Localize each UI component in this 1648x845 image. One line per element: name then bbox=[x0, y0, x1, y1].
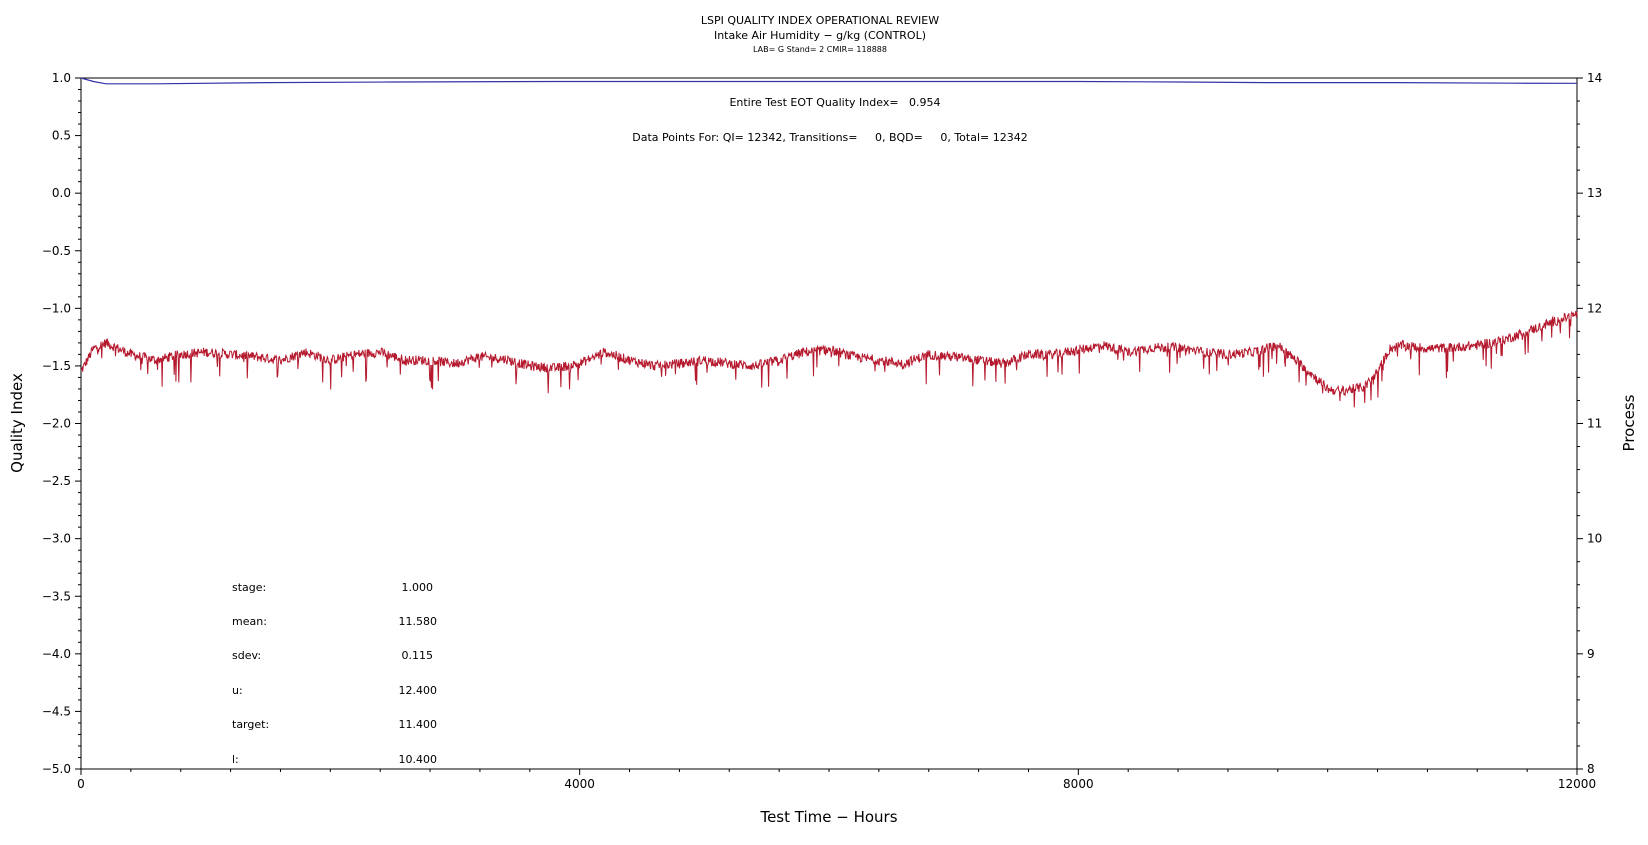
annotation-data-points: Data Points For: QI= 12342, Transitions=… bbox=[632, 131, 1027, 144]
stat-value-stage: 1.000 bbox=[402, 581, 434, 594]
y-left-tick-label: −3.5 bbox=[42, 589, 71, 603]
y-right-tick-label: 14 bbox=[1587, 71, 1602, 85]
stat-value-mean: 11.580 bbox=[399, 615, 438, 628]
series-quality-index-line bbox=[80, 77, 1578, 85]
y-left-tick-label: −1.0 bbox=[42, 301, 71, 315]
stat-label-sdev: sdev: bbox=[232, 649, 261, 662]
series-process-line bbox=[80, 310, 1578, 408]
stat-label-u: u: bbox=[232, 684, 243, 697]
y-left-tick-label: −1.5 bbox=[42, 359, 71, 373]
y-left-tick-label: 1.0 bbox=[52, 71, 71, 85]
stat-value-sdev: 0.115 bbox=[402, 649, 434, 662]
y-left-tick-label: 0.5 bbox=[52, 129, 71, 143]
annotation-quality-index: Entire Test EOT Quality Index= 0.954 bbox=[729, 96, 940, 109]
y-left-tick-label: −3.0 bbox=[42, 532, 71, 546]
y-left-tick-label: −2.5 bbox=[42, 474, 71, 488]
stat-label-l: l: bbox=[232, 753, 239, 766]
chart-subtitle: Intake Air Humidity − g/kg (CONTROL) bbox=[714, 29, 926, 42]
stats-panel: stage: 1.000 mean: 11.580 sdev: 0.115 u:… bbox=[232, 581, 437, 766]
series-group bbox=[80, 77, 1578, 408]
y-left-tick-label: −5.0 bbox=[42, 762, 71, 776]
stat-label-target: target: bbox=[232, 718, 269, 731]
chart-subtitle-lab: LAB= G Stand= 2 CMIR= 118888 bbox=[753, 45, 887, 54]
y-right-tick-label: 9 bbox=[1587, 647, 1595, 661]
x-tick-label: 0 bbox=[77, 777, 85, 791]
y-axis-left-ticks: 1.0 0.5 0.0 −0.5 −1.0 −1.5 −2.0 −2.5 −3.0 −3.5 −4.… bbox=[42, 71, 81, 776]
stat-value-u: 12.400 bbox=[399, 684, 438, 697]
x-axis-label: Test Time − Hours bbox=[759, 808, 897, 826]
stat-value-target: 11.400 bbox=[399, 718, 438, 731]
y-right-tick-label: 12 bbox=[1587, 301, 1602, 315]
plot-frame bbox=[80, 77, 1578, 770]
y-right-tick-label: 8 bbox=[1587, 762, 1595, 776]
y-right-tick-label: 11 bbox=[1587, 417, 1602, 431]
y-left-tick-label: −4.0 bbox=[42, 647, 71, 661]
y-axis-left-label: Quality Index bbox=[8, 373, 26, 473]
y-left-tick-label: 0.0 bbox=[52, 186, 71, 200]
stat-label-mean: mean: bbox=[232, 615, 267, 628]
x-tick-label: 12000 bbox=[1558, 777, 1596, 791]
x-tick-label: 4000 bbox=[564, 777, 595, 791]
stat-value-l: 10.400 bbox=[399, 753, 438, 766]
chart-title: LSPI QUALITY INDEX OPERATIONAL REVIEW bbox=[701, 14, 939, 27]
y-left-tick-label: −4.5 bbox=[42, 704, 71, 718]
stat-label-stage: stage: bbox=[232, 581, 266, 594]
x-axis-ticks: 0 4000 8000 12000 bbox=[77, 769, 1596, 791]
y-axis-right-label: Process bbox=[1620, 394, 1638, 451]
y-left-tick-label: −2.0 bbox=[42, 417, 71, 431]
y-left-tick-label: −0.5 bbox=[42, 244, 71, 258]
x-tick-label: 8000 bbox=[1063, 777, 1094, 791]
y-axis-right-ticks: 14 13 12 11 10 9 8 bbox=[1577, 71, 1602, 776]
y-right-tick-label: 13 bbox=[1587, 186, 1602, 200]
y-right-tick-label: 10 bbox=[1587, 532, 1602, 546]
